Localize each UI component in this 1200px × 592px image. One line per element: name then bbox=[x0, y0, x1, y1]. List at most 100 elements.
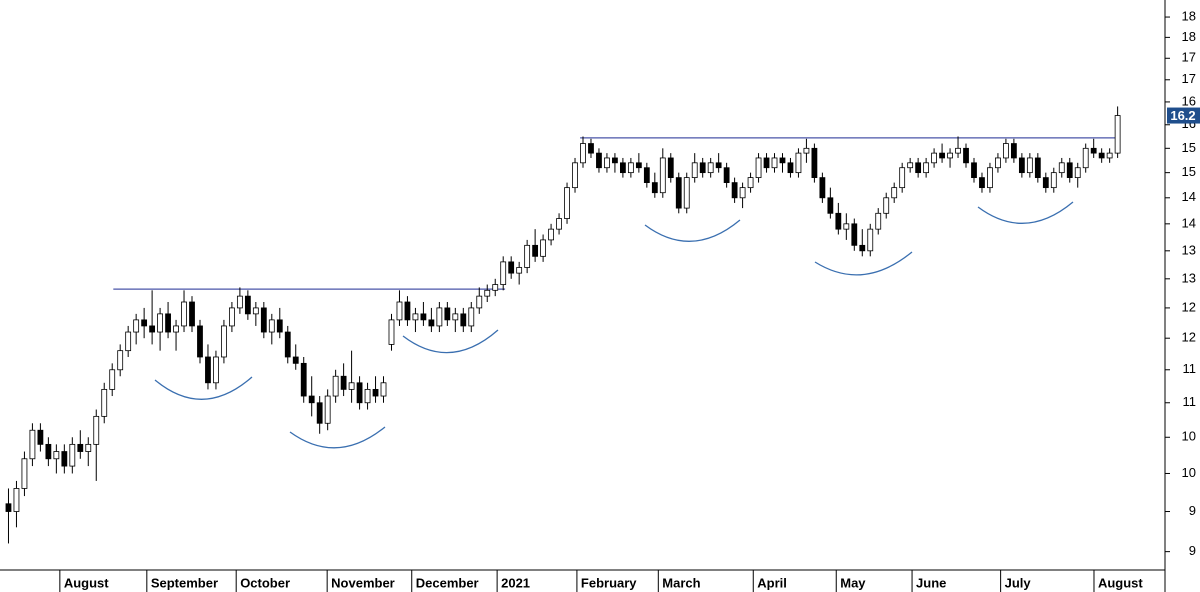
y-tick-label: 11 bbox=[1183, 361, 1197, 376]
candle-body bbox=[125, 331, 132, 352]
y-tick-label: 13 bbox=[1182, 242, 1196, 257]
candle-body bbox=[21, 458, 28, 489]
candle bbox=[332, 369, 339, 403]
candle bbox=[141, 307, 148, 339]
candle-body bbox=[532, 244, 539, 257]
candle-body bbox=[436, 307, 443, 327]
candle-body bbox=[699, 162, 706, 174]
candle bbox=[21, 451, 28, 497]
candle bbox=[396, 290, 403, 326]
candle bbox=[53, 444, 60, 474]
candle-body bbox=[189, 301, 195, 327]
candle-body bbox=[891, 187, 898, 199]
x-tick-label: August bbox=[1098, 575, 1143, 590]
candle bbox=[476, 287, 483, 314]
candle-body bbox=[316, 402, 323, 424]
x-tick-label: June bbox=[916, 575, 946, 590]
candle bbox=[300, 356, 307, 403]
candle bbox=[436, 302, 443, 333]
candle bbox=[747, 172, 754, 193]
candle-body bbox=[723, 167, 730, 184]
candle bbox=[29, 423, 36, 467]
candle-body bbox=[835, 212, 842, 230]
candle bbox=[460, 307, 467, 333]
candle-body bbox=[181, 301, 187, 327]
candle bbox=[508, 256, 515, 279]
candle-body bbox=[117, 350, 124, 371]
candle-body bbox=[1082, 147, 1089, 169]
candle bbox=[388, 313, 395, 351]
candle-body bbox=[659, 157, 666, 194]
candle bbox=[1098, 148, 1105, 163]
candle bbox=[61, 444, 68, 474]
candle-body bbox=[683, 177, 690, 209]
candle-body bbox=[69, 443, 76, 467]
candle bbox=[779, 153, 786, 173]
candle-body bbox=[324, 395, 331, 424]
candle-body bbox=[803, 147, 810, 154]
candle bbox=[859, 229, 866, 257]
candle bbox=[268, 313, 275, 345]
candle-body bbox=[931, 152, 937, 164]
candle-body bbox=[205, 356, 211, 384]
candle bbox=[117, 344, 124, 377]
candle bbox=[308, 376, 315, 417]
candle-body bbox=[1074, 167, 1081, 179]
candle-body bbox=[819, 177, 826, 199]
candle-body bbox=[755, 157, 762, 179]
candle-body bbox=[229, 307, 235, 327]
candle bbox=[596, 148, 602, 173]
candle bbox=[755, 153, 762, 183]
candle bbox=[372, 376, 379, 403]
candle-body bbox=[1106, 152, 1113, 159]
last-price-label: 16.2 bbox=[1170, 108, 1195, 123]
candle bbox=[763, 153, 770, 173]
candle bbox=[85, 437, 92, 467]
candle-body bbox=[971, 162, 977, 179]
candle-body bbox=[396, 301, 403, 321]
candle bbox=[213, 350, 219, 390]
cup-arc bbox=[402, 329, 499, 354]
candle bbox=[324, 389, 331, 431]
candle bbox=[5, 488, 12, 544]
candle-body bbox=[364, 388, 371, 404]
candle-body bbox=[109, 369, 116, 390]
candle bbox=[907, 157, 914, 173]
candle-body bbox=[963, 147, 969, 164]
candle bbox=[348, 350, 355, 403]
candle-body bbox=[37, 429, 44, 445]
candle bbox=[627, 157, 634, 178]
candle-body bbox=[1034, 157, 1041, 179]
candle bbox=[316, 396, 323, 434]
candle-body bbox=[947, 152, 953, 159]
candle-body bbox=[340, 375, 347, 390]
candle bbox=[133, 313, 140, 345]
candle bbox=[875, 208, 882, 235]
candle bbox=[915, 157, 922, 178]
candle-body bbox=[1018, 157, 1025, 174]
candle-body bbox=[915, 162, 922, 174]
candle bbox=[189, 296, 195, 333]
candle bbox=[1106, 148, 1113, 163]
candle-body bbox=[779, 157, 786, 164]
candle bbox=[236, 287, 243, 314]
candle bbox=[723, 162, 730, 188]
candle bbox=[260, 302, 267, 339]
candle-body bbox=[540, 239, 547, 257]
candle-body bbox=[101, 388, 108, 417]
candle bbox=[1026, 153, 1033, 178]
candle-body bbox=[572, 162, 578, 189]
cup-arc bbox=[814, 251, 913, 276]
candle bbox=[787, 157, 794, 178]
cup-arc bbox=[644, 219, 741, 242]
candle-body bbox=[763, 157, 770, 169]
candle bbox=[149, 290, 156, 345]
candle-body bbox=[444, 307, 451, 321]
candle-body bbox=[252, 307, 259, 315]
candle bbox=[428, 307, 435, 333]
candle bbox=[69, 437, 76, 474]
candle-body bbox=[197, 325, 203, 358]
candle bbox=[532, 229, 539, 262]
candle-body bbox=[292, 356, 299, 364]
candle-body bbox=[1050, 172, 1057, 189]
